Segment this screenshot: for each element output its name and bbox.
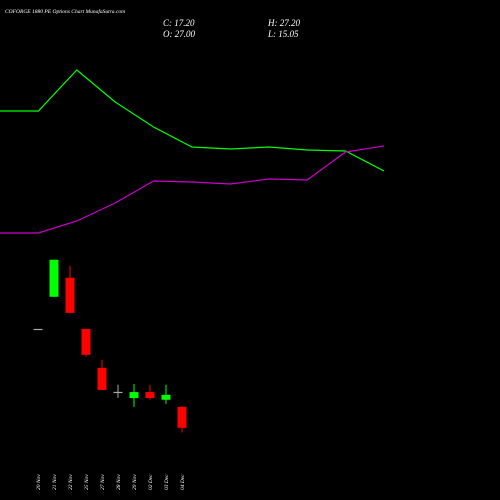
candle-body <box>113 391 123 394</box>
candle-body <box>65 277 75 313</box>
date-label: 22 Nov <box>68 474 74 490</box>
indicator-line <box>0 145 385 234</box>
date-label: 03 Dec <box>164 474 170 490</box>
date-label: 02 Dec <box>148 474 154 490</box>
date-label: 25 Nov <box>84 474 90 490</box>
date-label: 27 Nov <box>100 474 106 490</box>
high-label: H: 27.20 <box>267 18 300 28</box>
candle-body <box>161 394 171 400</box>
candle-body <box>129 392 139 399</box>
candle-body <box>177 406 187 428</box>
open-label: O: 27.00 <box>163 29 195 39</box>
candle-body <box>145 392 155 399</box>
date-label: 21 Nov <box>52 474 58 490</box>
date-label: 20 Nov <box>36 474 42 490</box>
candle-body <box>81 328 91 355</box>
chart-title: COFORGE 1880 PE Options Chart MunafaSutr… <box>5 8 125 15</box>
low-label: L: 15.05 <box>267 29 299 39</box>
close-label: C: 17.20 <box>163 18 195 28</box>
date-label: 28 Nov <box>116 474 122 490</box>
indicator-line <box>0 69 385 172</box>
date-label: 04 Dec <box>179 474 186 490</box>
date-label: 29 Nov <box>132 474 138 490</box>
candle-body <box>33 328 43 331</box>
candle-body <box>49 259 59 297</box>
candle-body <box>97 367 107 390</box>
